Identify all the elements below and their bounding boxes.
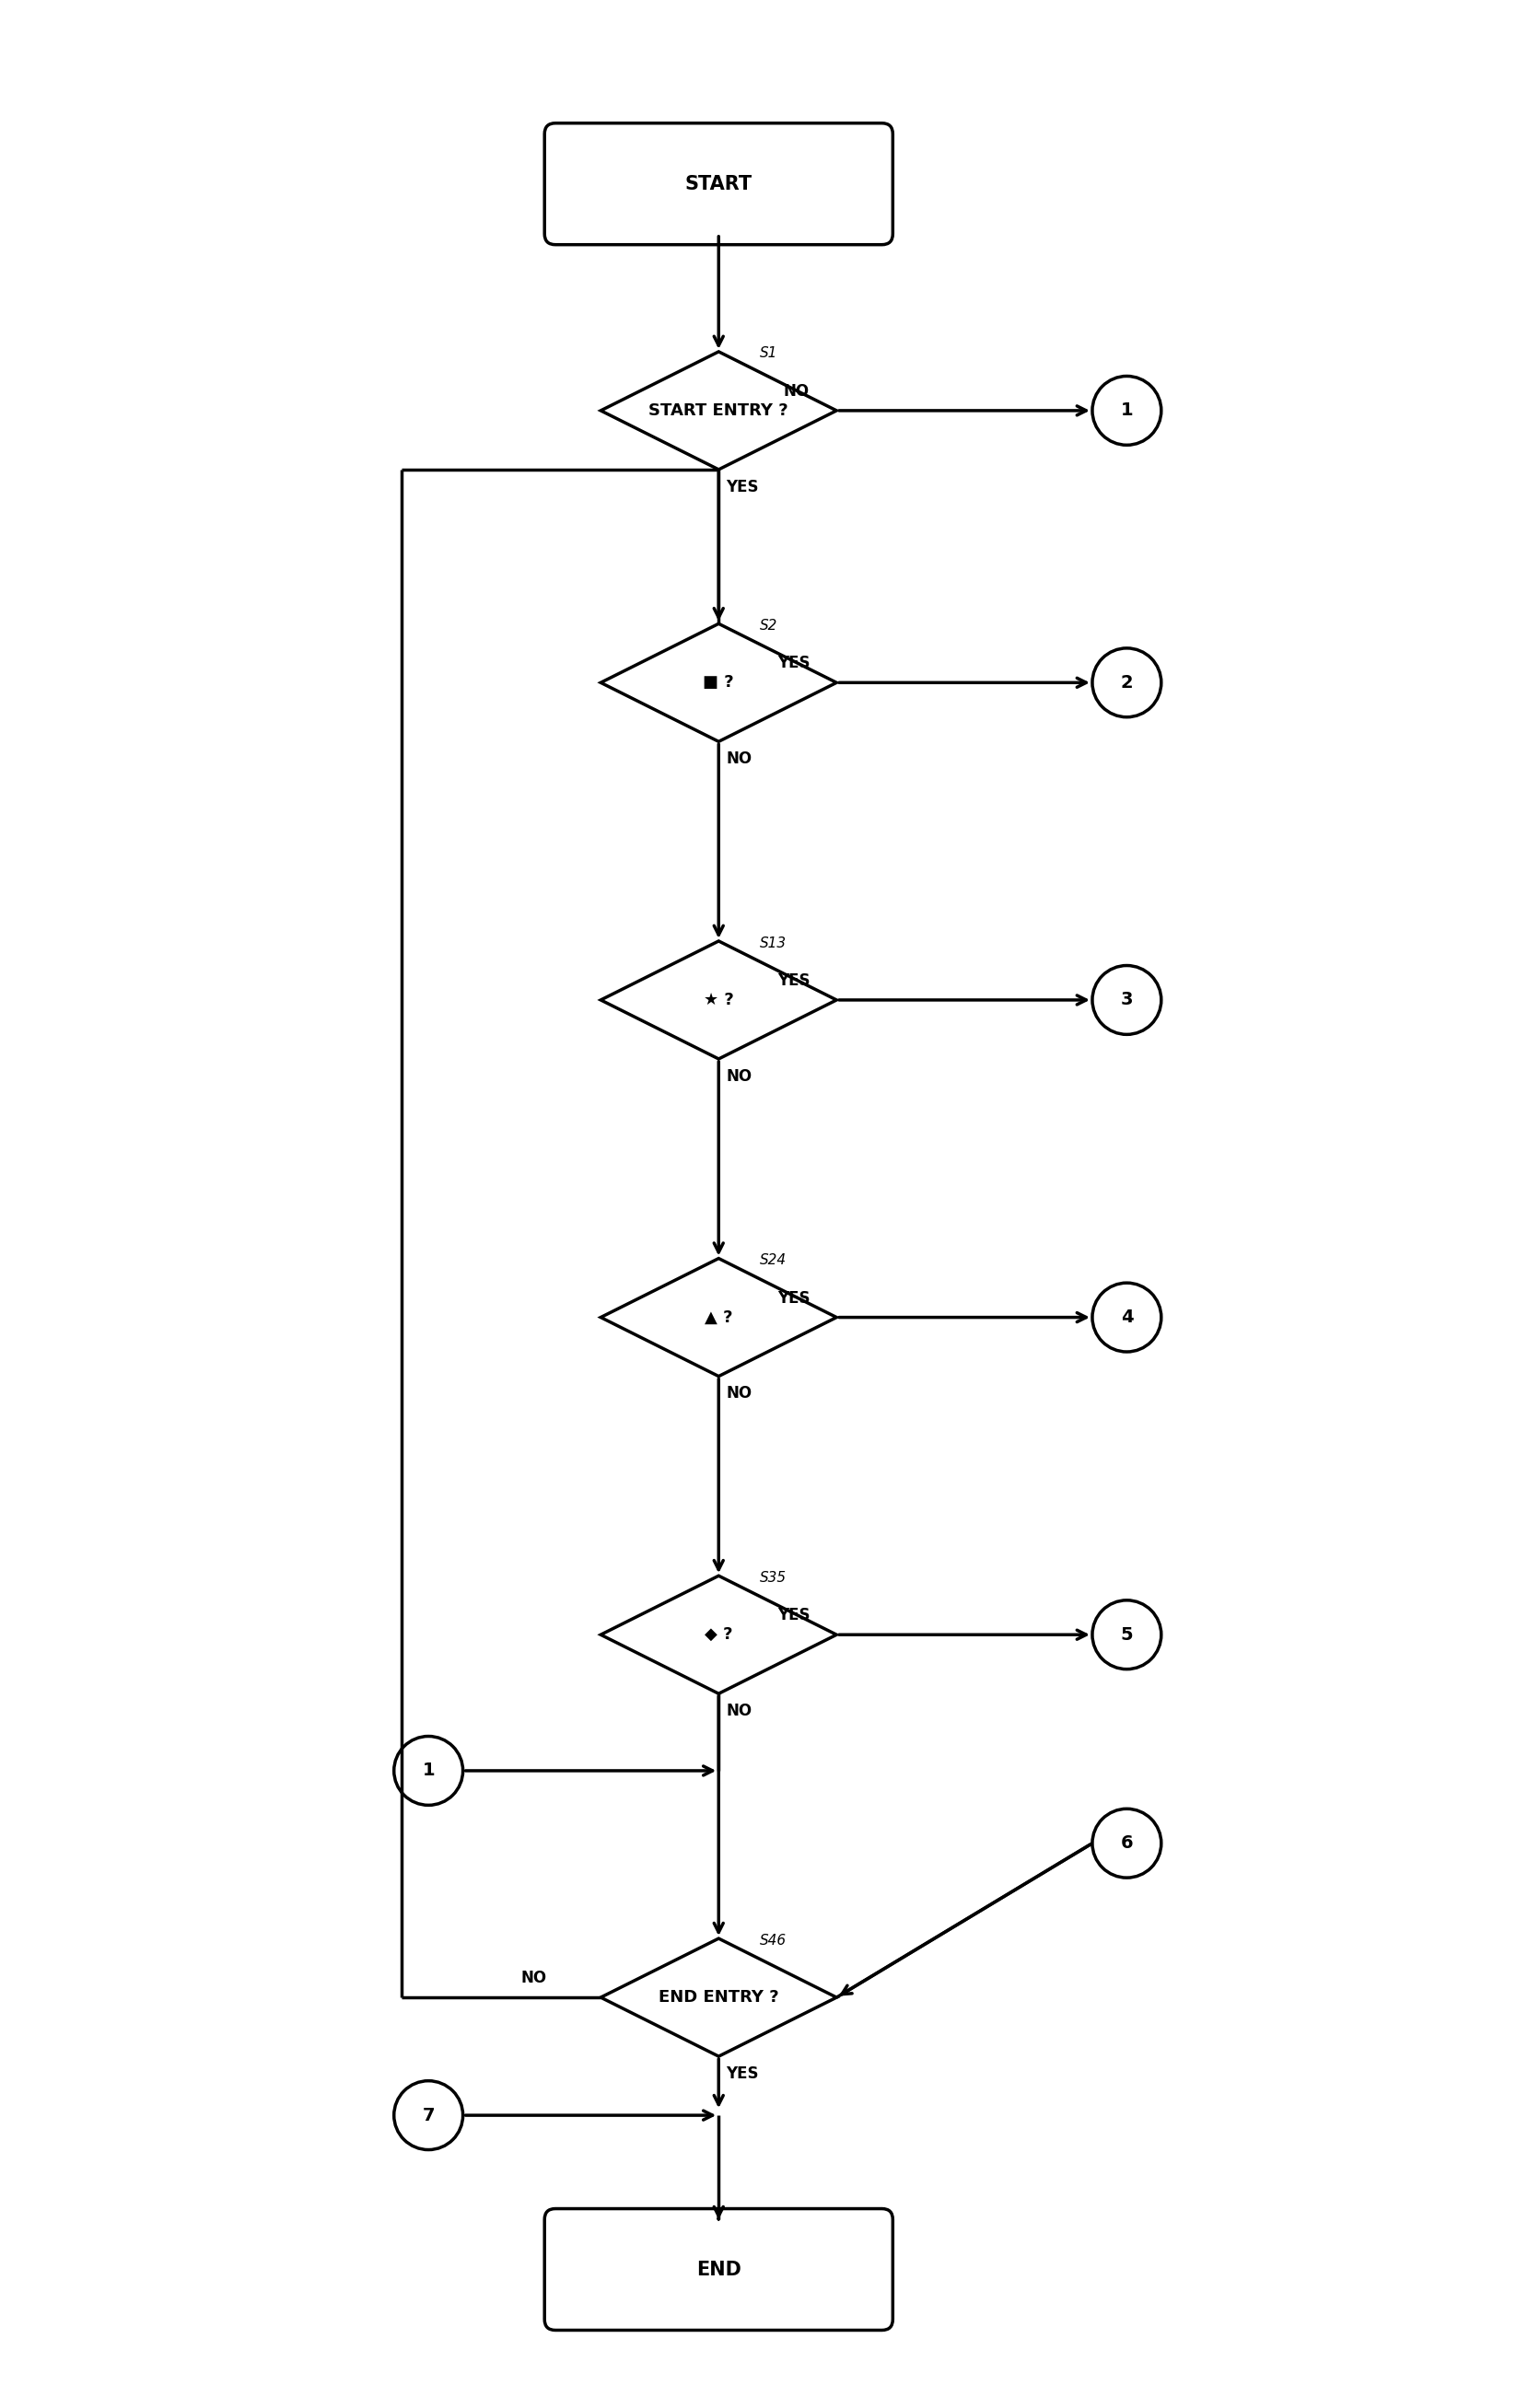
Circle shape: [1093, 966, 1161, 1035]
Circle shape: [1093, 1601, 1161, 1669]
Text: S24: S24: [759, 1255, 787, 1267]
Text: YES: YES: [726, 2066, 758, 2083]
Polygon shape: [601, 1259, 836, 1377]
Circle shape: [1093, 648, 1161, 718]
Circle shape: [1093, 1283, 1161, 1351]
Text: ★ ?: ★ ?: [703, 992, 733, 1009]
Text: YES: YES: [778, 973, 810, 990]
Text: ■ ?: ■ ?: [703, 674, 733, 691]
Polygon shape: [601, 624, 836, 742]
Polygon shape: [601, 1575, 836, 1693]
Text: NO: NO: [726, 1702, 752, 1719]
Text: ▲ ?: ▲ ?: [704, 1310, 733, 1327]
Text: 1: 1: [422, 1763, 434, 1780]
Circle shape: [394, 2081, 463, 2150]
Text: 3: 3: [1120, 992, 1132, 1009]
Circle shape: [394, 1736, 463, 1806]
Text: YES: YES: [778, 655, 810, 672]
Text: S13: S13: [759, 937, 787, 949]
Text: NO: NO: [521, 1970, 547, 1987]
Text: 5: 5: [1120, 1625, 1134, 1642]
Text: START ENTRY ?: START ENTRY ?: [649, 402, 788, 419]
Polygon shape: [601, 352, 836, 470]
Circle shape: [1093, 1808, 1161, 1878]
Text: NO: NO: [726, 751, 752, 768]
Text: S1: S1: [759, 347, 778, 361]
Text: END: END: [697, 2261, 741, 2278]
Text: 1: 1: [1120, 402, 1134, 419]
Text: 6: 6: [1120, 1835, 1134, 1852]
Text: 2: 2: [1120, 674, 1134, 691]
Text: 7: 7: [422, 2107, 434, 2124]
Text: S35: S35: [759, 1570, 787, 1584]
Text: START: START: [685, 176, 752, 193]
Text: YES: YES: [778, 1291, 810, 1308]
Text: END ENTRY ?: END ENTRY ?: [659, 1989, 779, 2006]
Text: S2: S2: [759, 619, 778, 633]
Text: S46: S46: [759, 1934, 787, 1948]
FancyBboxPatch shape: [544, 123, 892, 246]
Text: YES: YES: [726, 479, 758, 496]
Text: 4: 4: [1120, 1308, 1134, 1327]
Text: NO: NO: [726, 1069, 752, 1084]
Circle shape: [1093, 376, 1161, 445]
FancyBboxPatch shape: [544, 2208, 892, 2331]
Text: NO: NO: [726, 1385, 752, 1401]
Polygon shape: [601, 1938, 836, 2056]
Text: ◆ ?: ◆ ?: [704, 1625, 733, 1642]
Polygon shape: [601, 942, 836, 1060]
Text: YES: YES: [778, 1606, 810, 1623]
Text: NO: NO: [784, 383, 810, 400]
